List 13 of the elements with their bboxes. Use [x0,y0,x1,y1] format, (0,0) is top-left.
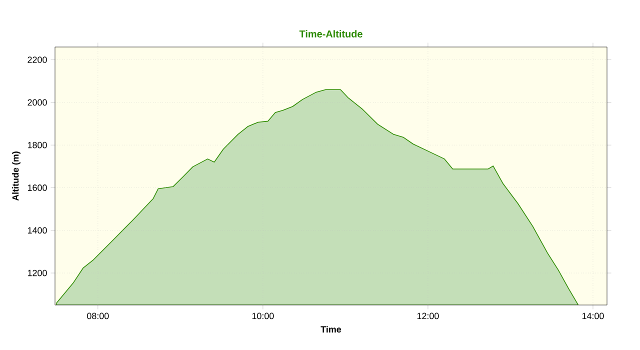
x-tick-label: 14:00 [582,312,604,320]
y-tick-label: 1200 [28,270,47,276]
y-tick-label: 1600 [28,184,47,191]
x-tick-label: 12:00 [417,312,439,320]
y-axis-title: Altitude (m) [12,152,20,201]
x-axis-title: Time [320,326,342,333]
x-tick-label: 10:00 [252,312,274,320]
x-tick-label: 08:00 [87,312,109,320]
y-tick-label: 1400 [28,227,47,234]
chart-title: Time-Altitude [299,30,362,38]
y-tick-label: 2000 [28,99,47,106]
y-tick-label: 1800 [28,142,47,148]
y-tick-label: 2200 [28,56,47,63]
